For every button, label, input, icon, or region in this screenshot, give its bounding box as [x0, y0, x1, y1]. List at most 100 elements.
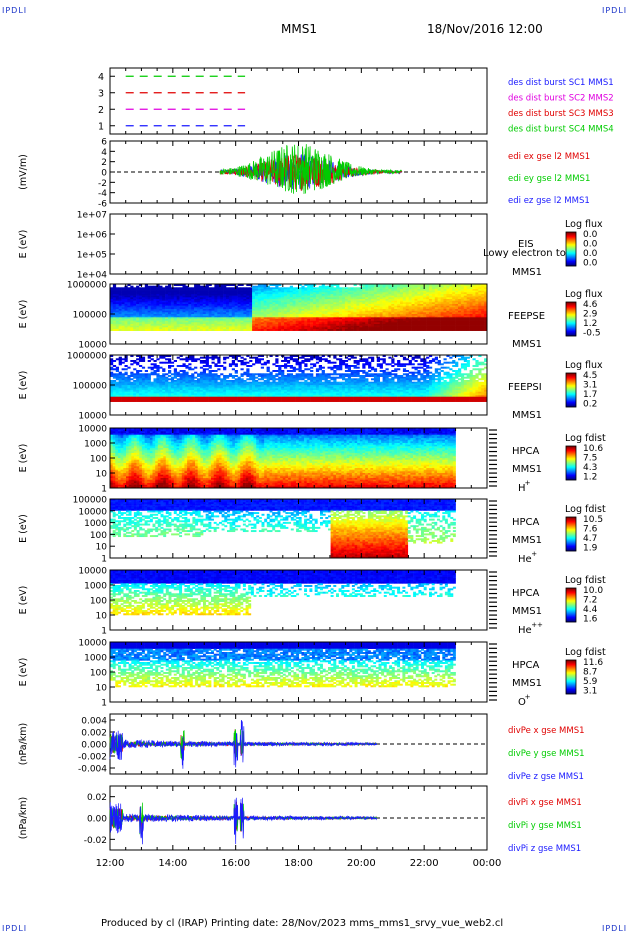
- y-tick-label: 1: [101, 699, 107, 709]
- y-tick-label: 0.000: [81, 741, 107, 751]
- y-tick-label: 10000: [78, 567, 107, 577]
- y-tick-label: 2: [101, 158, 107, 168]
- colorbar-tick-label: 7.2: [583, 596, 597, 606]
- colorbar-title: Log fdist: [565, 504, 606, 515]
- y-tick-label: 3: [98, 88, 104, 99]
- y-tick-label: 1: [98, 121, 104, 132]
- y-tick-label: -6: [98, 200, 107, 210]
- y-tick-label: 1e+04: [77, 271, 108, 281]
- spectrogram-5: [110, 428, 456, 489]
- y-tick-label: 6: [101, 138, 107, 148]
- legend-entry: divPi y gse MMS1: [508, 821, 582, 831]
- y-tick-label: 0: [101, 169, 107, 179]
- y-axis-label: E (eV): [18, 586, 29, 615]
- y-tick-label: -2: [98, 179, 107, 189]
- colorbar-title: Log flux: [565, 219, 603, 230]
- y-tick-label: 4: [98, 72, 104, 83]
- y-tick-label: 100000: [73, 311, 108, 321]
- colorbar-tick-label: 10.0: [583, 586, 603, 596]
- y-tick-label: 10000: [78, 507, 107, 517]
- y-axis-label: (nPa/km): [18, 723, 29, 766]
- spectrogram-4: [110, 355, 488, 402]
- legend-entry: des dist burst SC2 MMS2: [508, 94, 614, 104]
- x-tick-label: 18:00: [284, 858, 313, 869]
- ion-label: He: [518, 554, 532, 565]
- y-tick-label: 1000000: [67, 281, 107, 291]
- colorbar: [565, 587, 577, 623]
- colorbar-tick-label: 1.6: [583, 615, 598, 625]
- panel-frame-0: [109, 67, 488, 135]
- y-tick-label: 100: [90, 669, 107, 679]
- colorbar-title: Log flux: [565, 360, 603, 371]
- legend-entry: divPe z gse MMS1: [508, 772, 584, 782]
- header-datetime: 18/Nov/2016 12:00: [427, 22, 543, 36]
- y-tick-label: 0.00: [87, 815, 107, 825]
- sc-label: MMS1: [512, 339, 542, 350]
- colorbar-tick-label: 4.7: [583, 534, 597, 544]
- legend-entry: edi ex gse l2 MMS1: [508, 152, 590, 162]
- y-tick-label: -0.004: [78, 765, 107, 775]
- legend-entry: des dist burst SC3 MMS3: [508, 109, 614, 119]
- y-tick-label: 1000: [84, 519, 107, 529]
- colorbar-tick-label: 7.5: [583, 454, 597, 464]
- colorbar: [565, 301, 577, 337]
- y-tick-label: 10000: [78, 412, 107, 422]
- colorbar-title: Log flux: [565, 289, 603, 300]
- instrument-label: FEEPSI: [508, 382, 542, 393]
- colorbar: [565, 516, 577, 552]
- legend-entry: des dist burst SC4 MMS4: [508, 125, 614, 135]
- y-tick-label: 10: [96, 543, 108, 553]
- instrument-label: HPCA: [512, 588, 540, 599]
- ion-charge-label: ++: [531, 621, 543, 629]
- y-tick-label: 100000: [73, 382, 108, 392]
- spectrogram-7: [110, 570, 456, 616]
- ion-label: O: [518, 697, 526, 708]
- corner-label-bl: IPDLI: [2, 924, 28, 933]
- colorbar-title: Log fdist: [565, 575, 606, 586]
- corner-label-tl: IPDLI: [2, 6, 28, 15]
- colorbar: [565, 231, 577, 267]
- y-tick-label: 10: [96, 470, 108, 480]
- y-tick-label: 10: [96, 612, 108, 622]
- colorbar-tick-label: 1.9: [583, 544, 598, 554]
- y-tick-label: 1000: [84, 654, 107, 664]
- y-tick-label: 10000: [78, 341, 107, 351]
- y-tick-label: 0.002: [81, 729, 107, 739]
- x-tick-label: 22:00: [410, 858, 439, 869]
- y-axis-label: E (eV): [18, 371, 29, 400]
- y-tick-label: 0.004: [81, 717, 107, 727]
- instrument-label: EIS: [518, 239, 534, 250]
- legend-entry: divPi x gse MMS1: [508, 798, 582, 808]
- colorbar-title: Log fdist: [565, 647, 606, 658]
- y-tick-label: 1000000: [67, 352, 107, 362]
- y-tick-label: 10000: [78, 639, 107, 649]
- y-axis-label: (mV/m): [18, 154, 29, 190]
- colorbar-tick-label: 3.1: [583, 687, 597, 697]
- colorbar-tick-label: 8.7: [583, 668, 597, 678]
- colorbar: [565, 659, 577, 695]
- y-tick-label: 1000: [84, 582, 107, 592]
- spectrogram-6: [110, 499, 456, 559]
- ion-charge-label: +: [525, 693, 531, 701]
- colorbar-tick-label: 4.5: [583, 371, 597, 381]
- colorbar: [565, 372, 577, 408]
- y-tick-label: 100: [90, 531, 107, 541]
- y-tick-label: 1: [101, 555, 107, 565]
- spectrogram-3: [110, 284, 488, 331]
- colorbar-tick-label: 0.0: [583, 230, 598, 240]
- colorbar-tick-label: 4.6: [583, 300, 598, 310]
- colorbar-tick-label: 10.5: [583, 515, 603, 525]
- ion-charge-label: +: [525, 479, 531, 487]
- colorbar-tick-label: 7.6: [583, 525, 598, 535]
- sc-label: MMS1: [512, 606, 542, 617]
- colorbar-tick-label: 4.4: [583, 605, 598, 615]
- sc-label: MMS1: [512, 678, 542, 689]
- x-tick-label: 00:00: [473, 858, 502, 869]
- colorbar-tick-label: 10.6: [583, 444, 603, 454]
- y-axis-label: (nPa/km): [18, 797, 29, 840]
- y-tick-label: 1e+07: [77, 211, 107, 221]
- x-tick-label: 12:00: [96, 858, 125, 869]
- y-tick-label: 100000: [73, 496, 108, 506]
- sc-label: MMS1: [512, 535, 542, 546]
